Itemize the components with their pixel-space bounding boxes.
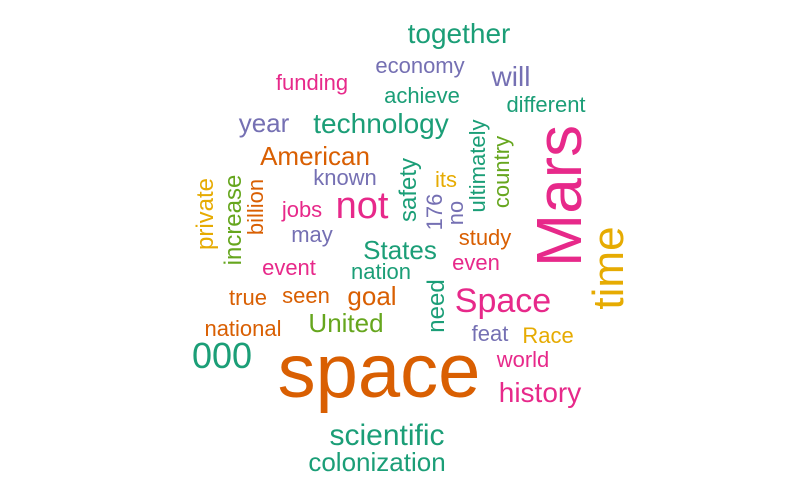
word-goal: goal: [347, 281, 397, 311]
word-even: even: [452, 250, 500, 275]
word-economy: economy: [375, 53, 465, 78]
word-united: United: [308, 308, 384, 338]
word-no: no: [443, 200, 468, 226]
word-not: not: [335, 185, 389, 227]
word-country: country: [489, 135, 514, 209]
word-known: known: [313, 165, 377, 190]
word-mars: Mars: [523, 124, 595, 268]
word-colonization: colonization: [308, 447, 446, 477]
word-national: national: [204, 316, 282, 341]
word-its: its: [435, 167, 457, 192]
word-ultimately: ultimately: [465, 119, 490, 213]
word-seen: seen: [282, 283, 330, 308]
word-000: 000: [191, 335, 253, 376]
word-safety: safety: [395, 157, 422, 223]
word-world: world: [496, 347, 550, 372]
word-may: may: [291, 222, 333, 247]
word-space-capital: Space: [454, 282, 552, 320]
word-scientific: scientific: [329, 419, 445, 452]
word-funding: funding: [275, 70, 349, 95]
word-billion: billion: [243, 178, 268, 236]
word-different: different: [506, 92, 586, 117]
word-jobs: jobs: [281, 197, 323, 222]
word-true: true: [229, 285, 267, 310]
word-space: space: [277, 329, 481, 414]
word-together: together: [407, 18, 511, 49]
word-achieve: achieve: [384, 83, 460, 108]
word-study: study: [458, 225, 512, 250]
word-nation: nation: [351, 259, 411, 284]
word-race: Race: [522, 323, 574, 348]
word-american: American: [260, 141, 370, 171]
word-time: time: [584, 226, 633, 310]
word-private: private: [192, 177, 219, 251]
word-history: history: [498, 377, 582, 408]
word-states: States: [363, 235, 437, 265]
word-event: event: [262, 255, 316, 280]
word-need: need: [423, 279, 450, 333]
word-technology: technology: [313, 108, 449, 139]
word-year: year: [238, 108, 290, 138]
word-feat: feat: [471, 321, 509, 346]
word-will: will: [491, 61, 531, 92]
